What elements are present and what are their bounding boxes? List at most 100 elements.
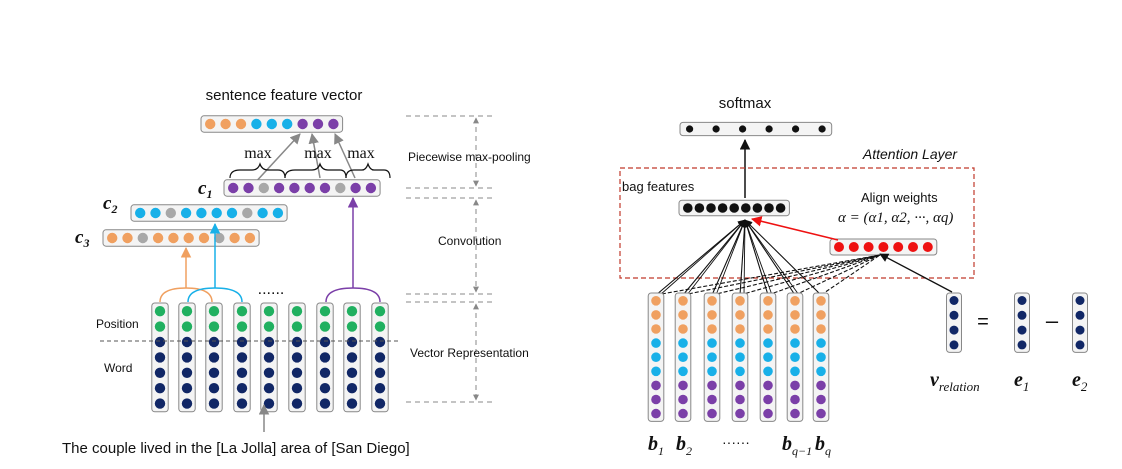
word-col-cell (236, 306, 248, 317)
b-label: bq (815, 433, 831, 458)
b-label: b1 (648, 433, 664, 458)
b-vector (786, 292, 804, 422)
c3-cell (244, 232, 256, 244)
word-col-cell (291, 306, 303, 317)
word-column (316, 302, 334, 413)
input-sentence: The couple lived in the [La Jolla] area … (62, 440, 410, 457)
bag-cell (717, 203, 728, 213)
word-col-cell (208, 367, 220, 378)
word-col-cell (374, 398, 386, 409)
b-to-bag-line (715, 219, 746, 296)
e1-cell (1017, 325, 1027, 335)
convolution-connections (159, 196, 381, 303)
b-vec-cell (763, 296, 773, 306)
left-panel: sentence feature vector max max max c1 c… (62, 87, 531, 457)
sentence-feature-vector (200, 115, 344, 133)
word-col-cell (181, 398, 193, 409)
b-vec-cell (651, 338, 661, 348)
b-vec-cell (790, 310, 800, 320)
b-vec-cell (790, 338, 800, 348)
b-vec-cell (707, 324, 717, 334)
c2-cell (257, 207, 268, 219)
word-column (371, 302, 389, 413)
e1-cell (1017, 310, 1027, 320)
word-col-cell (319, 336, 331, 348)
b-vec-cell (816, 380, 826, 391)
b-vec-cell (735, 324, 745, 334)
b-to-align-line (767, 254, 881, 296)
c1-cell (289, 182, 300, 194)
b-vec-cell (707, 338, 717, 348)
word-col-cell (346, 306, 358, 317)
b-vector (647, 292, 665, 422)
v-relation-vector (946, 292, 962, 353)
e2-box (1072, 292, 1088, 353)
b-vector (812, 292, 830, 422)
b-vec-cell (735, 408, 745, 419)
c3-cell (198, 232, 210, 244)
minus-sign: – (1046, 308, 1059, 333)
b-vec-cell (678, 296, 688, 306)
word-col-cell (263, 321, 275, 332)
c2-cell (196, 207, 207, 219)
e1-cell (1017, 340, 1027, 350)
b-vec-cell (678, 408, 688, 419)
bag-cell (764, 203, 774, 213)
b-vec-cell (735, 366, 745, 377)
align-to-bag-arrow (750, 216, 839, 241)
b-to-align-line (655, 254, 881, 296)
c2-cell (226, 207, 238, 219)
sfv-cell (251, 118, 262, 130)
c2-vector (130, 204, 288, 222)
word-col-cell (374, 336, 386, 348)
word-col-cell (291, 367, 303, 378)
b-vec-cell (707, 352, 717, 363)
word-col-cell (291, 336, 303, 348)
word-col-cell (154, 367, 166, 378)
stage-label-convolution: Convolution (438, 234, 501, 248)
b-vec-cell (651, 352, 661, 363)
e1-vector (1014, 292, 1030, 353)
b-vec-cell (790, 380, 800, 391)
word-col-cell (208, 321, 220, 332)
b-vec-cell (790, 408, 800, 419)
b-to-align-line (794, 254, 881, 296)
b-vec-cell (678, 310, 688, 320)
word-col-cell (208, 383, 220, 394)
word-col-cell (208, 336, 220, 348)
v-relation-cell (949, 340, 959, 350)
word-col-cell (208, 398, 220, 409)
b-vec-cell (816, 408, 826, 419)
b-to-bag-line (711, 219, 746, 296)
word-col-cell (154, 306, 166, 317)
b-vec-cell (763, 408, 773, 419)
word-column (260, 302, 278, 413)
v-relation-label: vrelation (930, 369, 980, 394)
b-to-align-line (682, 254, 881, 296)
c3-cell (122, 232, 133, 244)
word-col-cell (374, 383, 386, 394)
b-vec-cell (678, 352, 688, 363)
b-ellipsis: ······ (722, 434, 750, 450)
equals-sign: = (977, 311, 989, 333)
b-vec-cell (790, 296, 800, 306)
b-vec-cell (816, 310, 826, 320)
softmax-box (679, 121, 833, 137)
b-vec-cell (678, 380, 688, 391)
c1-cell (243, 182, 254, 194)
b-vec-cell (651, 408, 661, 419)
sfv-cell (282, 118, 293, 130)
c1-cell (365, 182, 377, 194)
sfv-cell (297, 118, 308, 130)
b-to-bag-lines (655, 219, 822, 296)
b-to-bag-line (744, 219, 773, 296)
c3-label: c3 (75, 227, 89, 250)
bag-cell (729, 203, 739, 213)
c2-cell (211, 207, 222, 219)
word-col-cell (208, 352, 220, 363)
c2-cell (180, 207, 192, 219)
word-col-cell (181, 367, 193, 378)
b-labels: b1 b2 bq−1 bq (648, 433, 831, 458)
word-column (151, 302, 169, 413)
c2-cell (135, 207, 146, 219)
